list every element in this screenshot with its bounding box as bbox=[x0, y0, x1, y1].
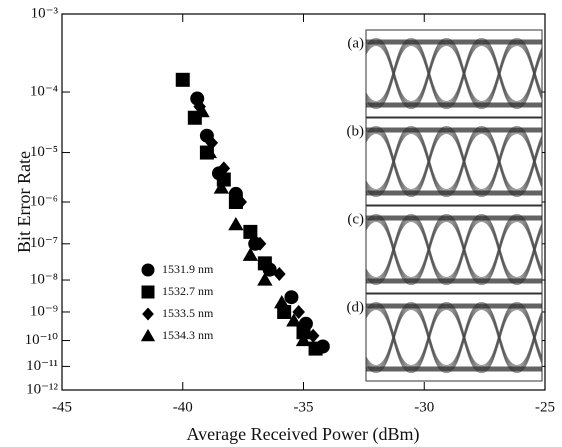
y-tick-label: 10⁻⁶ bbox=[30, 193, 58, 209]
eye-diagram bbox=[341, 30, 562, 117]
y-tick-label: 10⁻⁹ bbox=[30, 303, 58, 319]
x-tick-label: -30 bbox=[414, 399, 434, 415]
legend-marker bbox=[142, 264, 155, 277]
legend-marker bbox=[142, 286, 155, 299]
eye-diagram bbox=[341, 118, 562, 205]
y-tick-label: 10⁻³ bbox=[31, 5, 59, 21]
inset-label: (d) bbox=[347, 299, 365, 315]
chart: Average Received Power (dBm) Bit Error R… bbox=[0, 0, 562, 447]
marker bbox=[309, 342, 323, 356]
marker bbox=[243, 225, 257, 239]
y-tick-label: 10⁻¹¹ bbox=[26, 358, 58, 374]
eye-diagram bbox=[341, 294, 562, 381]
y-tick-label: 10⁻⁵ bbox=[30, 144, 58, 160]
legend-label: 1532.7 nm bbox=[162, 284, 214, 298]
inset-label: (b) bbox=[347, 123, 365, 139]
x-tick-label: -35 bbox=[294, 399, 314, 415]
y-tick-label: 10⁻⁸ bbox=[30, 271, 58, 287]
x-tick-label: -45 bbox=[52, 399, 72, 415]
legend-marker bbox=[142, 308, 154, 321]
eye-diagram bbox=[341, 206, 562, 293]
y-tick-label: 10⁻⁷ bbox=[30, 235, 58, 251]
inset-label: (a) bbox=[347, 35, 364, 51]
marker bbox=[258, 256, 272, 270]
legend-label: 1534.3 nm bbox=[162, 328, 214, 342]
inset-label: (c) bbox=[347, 211, 364, 227]
marker bbox=[176, 73, 190, 87]
x-axis-label: Average Received Power (dBm) bbox=[186, 424, 419, 445]
legend-marker bbox=[141, 329, 155, 341]
marker bbox=[228, 217, 243, 230]
x-tick-label: -25 bbox=[535, 399, 555, 415]
legend-label: 1531.9 nm bbox=[162, 262, 214, 276]
y-tick-label: 10⁻¹⁰ bbox=[25, 332, 58, 348]
y-tick-label: 10⁻¹² bbox=[26, 381, 58, 397]
y-tick-label: 10⁻⁴ bbox=[30, 83, 58, 99]
x-tick-label: -40 bbox=[173, 399, 193, 415]
marker bbox=[284, 290, 298, 304]
legend-label: 1533.5 nm bbox=[162, 306, 214, 320]
